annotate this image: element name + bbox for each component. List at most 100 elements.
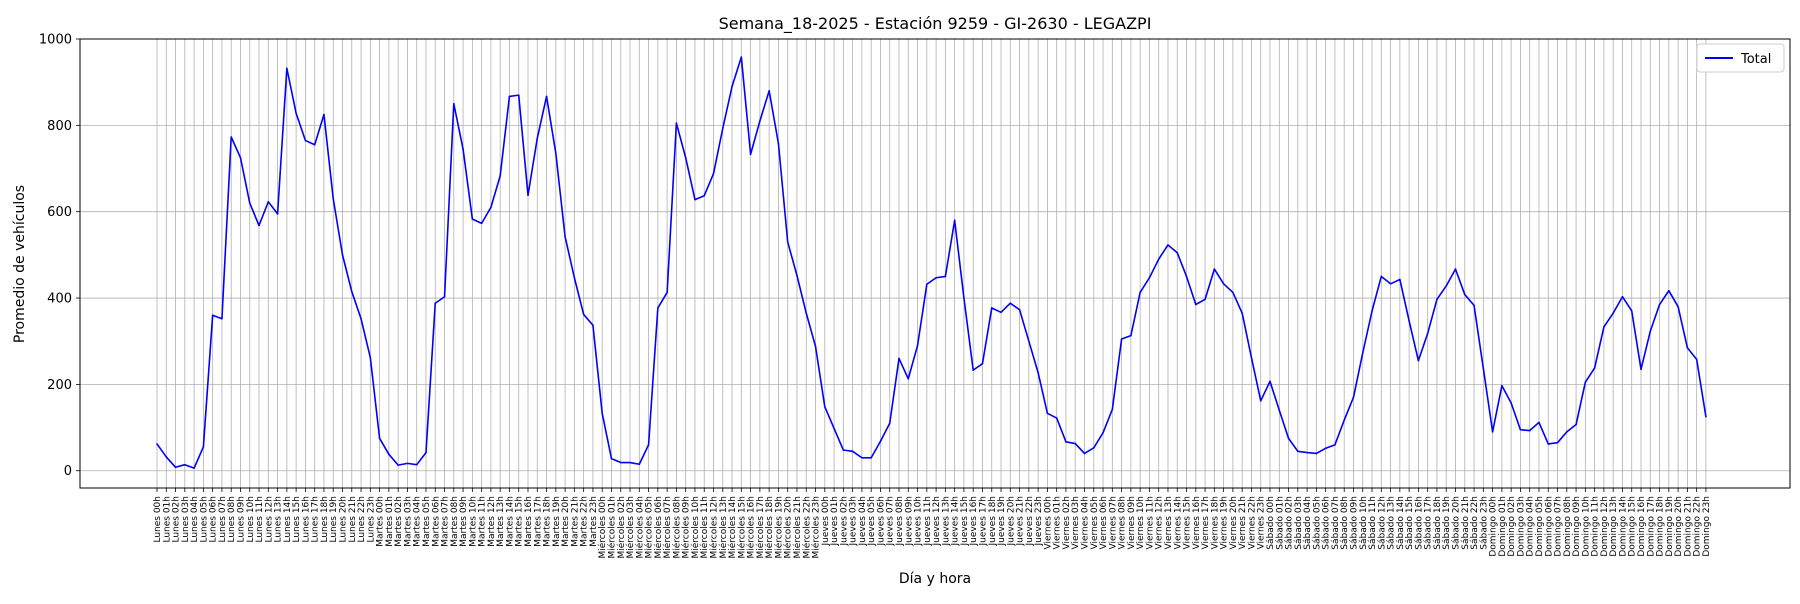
y-tick-label: 800 [47,119,72,134]
x-tick-label: Lunes 13h [274,496,284,543]
data-point [629,461,631,464]
data-point [1519,428,1522,431]
x-tick-label: Viernes 16h [1192,496,1202,550]
x-tick-label: Sábado 04h [1303,496,1313,550]
x-tick-label: Martes 12h [487,496,497,547]
x-tick-label: Viernes 14h [1173,496,1183,550]
data-point [174,466,177,469]
data-point [1361,352,1364,354]
x-tick-label: Domingo 02h [1507,496,1517,557]
data-point [1148,276,1151,279]
chart-title: Semana_18-2025 - Estación 9259 - GI-2630… [719,14,1152,34]
data-point [1343,419,1345,422]
x-tick-label: Miércoles 08h [671,496,682,559]
data-point [1426,332,1429,335]
x-tick-label: Martes 07h [441,496,451,547]
data-point [731,85,733,88]
x-tick-label: Miércoles 04h [634,496,645,559]
x-tick-label: Viernes 22h [1247,496,1257,550]
x-tick-label: Jueves 15h [960,496,970,546]
data-point [1612,312,1614,314]
x-tick-label: Martes 18h [543,496,553,547]
data-point [193,467,195,469]
data-point [1575,423,1577,426]
x-tick-label: Domingo 14h [1618,496,1628,557]
x-tick-label: Viernes 09h [1127,496,1137,550]
data-point [258,224,260,227]
data-point [1705,415,1707,418]
data-point [1668,289,1670,292]
x-tick-label: Martes 15h [515,496,525,547]
x-tick-label: Miércoles 18h [764,496,775,559]
data-point [276,213,279,215]
data-point [684,156,687,159]
data-point [1463,293,1466,296]
x-tick-label: Sábado 18h [1433,496,1443,550]
x-tick-label: Lunes 08h [227,496,237,543]
data-point [749,153,752,156]
data-point [564,235,566,238]
data-point [1640,368,1642,371]
x-tick-label: Viernes 02h [1062,496,1072,550]
data-point [1482,367,1485,370]
data-point [1695,358,1698,361]
x-tick-label: Miércoles 16h [746,496,757,559]
data-point [1501,384,1503,387]
legend-label-total: Total [1740,52,1771,67]
data-point [1250,356,1253,359]
data-point [1389,282,1392,285]
data-point [332,197,335,200]
x-tick-label: Domingo 13h [1609,496,1619,557]
x-tick-label: Martes 16h [524,496,534,547]
x-tick-label: Domingo 05h [1535,496,1545,557]
data-point [156,443,158,445]
data-point [786,241,789,243]
x-tick-label: Jueves 20h [1006,496,1016,546]
data-point [1046,412,1049,415]
x-tick-label: Viernes 11h [1145,496,1155,550]
data-point [601,412,603,415]
data-point [1510,402,1512,404]
data-point [721,127,724,130]
x-tick-label: Domingo 01h [1498,496,1508,557]
data-point [1417,359,1420,362]
x-tick-label: Miércoles 02h [616,496,627,559]
data-point [1092,447,1095,449]
data-point [425,451,427,454]
x-tick-label: Lunes 11h [255,496,265,543]
x-tick-label: Domingo 15h [1628,496,1638,557]
data-point [555,152,557,155]
x-tick-label: Martes 00h [376,496,386,547]
y-tick-label: 1000 [39,33,72,48]
x-tick-label: Miércoles 19h [773,496,784,559]
x-tick-label: Viernes 05h [1090,496,1100,550]
x-tick-label: Domingo 10h [1581,496,1591,557]
data-point [443,295,446,298]
x-tick-label: Sábado 12h [1377,496,1387,550]
x-tick-label: Viernes 00h [1043,496,1053,550]
data-point [1278,409,1281,412]
data-point [462,148,464,150]
x-tick-label: Lunes 04h [190,496,200,543]
x-tick-label: Lunes 16h [301,496,311,543]
data-point [360,317,362,320]
x-tick-label: Viernes 06h [1099,496,1109,550]
x-tick-label: Domingo 04h [1526,496,1536,557]
data-point [165,456,168,458]
x-tick-label: Miércoles 17h [755,496,766,559]
data-point [638,463,641,466]
data-point [1037,371,1039,374]
x-tick-label: Jueves 23h [1034,496,1044,546]
x-tick-label: Sábado 10h [1359,496,1369,550]
x-tick-label: Martes 05h [422,496,432,547]
data-point [1658,303,1661,306]
data-point [972,369,974,371]
data-point [286,67,288,70]
data-point [1677,305,1679,308]
x-tick-label: Domingo 12h [1600,496,1610,557]
x-tick-label: Lunes 02h [172,496,182,543]
x-tick-label: Jueves 19h [997,496,1007,546]
data-point [1241,312,1243,314]
data-point [211,314,214,317]
data-point [1176,251,1179,254]
